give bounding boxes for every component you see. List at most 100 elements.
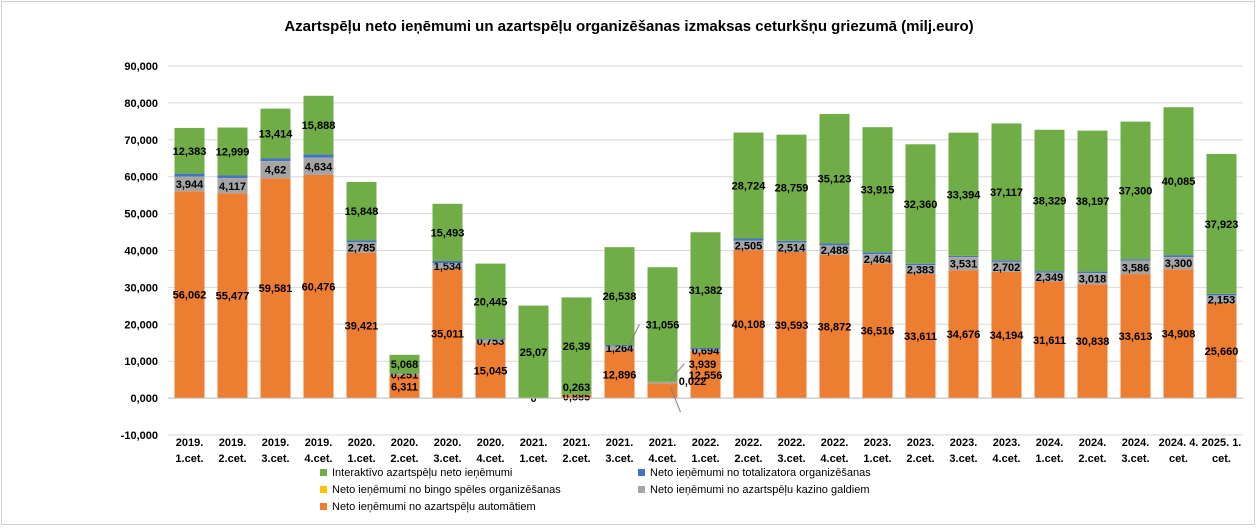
- x-tick-label: 2023.: [950, 437, 978, 449]
- bar-segment: [905, 144, 936, 264]
- legend-item-slot-machines: Neto ieņēmumi no azartspēļu automātiem: [320, 501, 536, 513]
- x-tick-label: 3.cet.: [949, 453, 977, 465]
- x-tick-label: 2.cet.: [906, 453, 934, 465]
- bar-segment: [905, 274, 936, 399]
- bar-segment: [475, 339, 506, 343]
- bar-segment: [1034, 271, 1065, 273]
- data-label: 5,068: [391, 359, 419, 371]
- data-label: 34,194: [990, 330, 1025, 342]
- bar-segment: [819, 254, 850, 399]
- bar-segment: [1034, 272, 1065, 282]
- data-label: 38,872: [818, 321, 852, 333]
- leader-line: [627, 324, 640, 349]
- legend-swatch: [320, 485, 327, 493]
- x-tick-label: 2.cet.: [562, 453, 590, 465]
- bar-segment: [1206, 303, 1237, 399]
- data-label: 60,476: [302, 282, 336, 294]
- bar-segment: [174, 176, 205, 192]
- legend-item-totalizator: Neto ieņēmumi no totalizatora organizēša…: [638, 467, 871, 479]
- bar-segment: [174, 127, 205, 174]
- x-tick-label: 2021.: [563, 437, 591, 449]
- bar-segment: [518, 305, 549, 399]
- bar-segment: [690, 349, 721, 352]
- data-label: 31,382: [689, 285, 723, 297]
- bar-segment: [948, 255, 979, 258]
- x-tick-label: 4.cet.: [476, 453, 504, 465]
- bar-segment: [1120, 274, 1151, 399]
- data-label: 25,07: [520, 347, 548, 359]
- data-label: 56,062: [173, 290, 207, 302]
- bar-segment: [733, 238, 764, 241]
- data-label: 39,593: [775, 320, 809, 332]
- bar-segment: [346, 242, 377, 253]
- bar-segment: [303, 174, 334, 399]
- y-tick-label: 60,000: [124, 172, 158, 184]
- bar-segment: [217, 175, 248, 179]
- data-label: 39,421: [345, 320, 379, 332]
- data-label: 40,108: [732, 319, 766, 331]
- data-label: 0,263: [563, 382, 591, 394]
- bar-segment: [862, 127, 893, 253]
- y-tick-label: 10,000: [124, 356, 158, 368]
- data-label: 37,923: [1205, 219, 1239, 231]
- x-tick-label: 1.cet.: [519, 453, 547, 465]
- data-label: 30,838: [1076, 336, 1110, 348]
- data-label: 28,724: [732, 181, 767, 193]
- legend: Interaktīvo azartspēļu neto ieņēmumi Net…: [320, 467, 940, 517]
- bar-segment: [561, 394, 592, 399]
- x-tick-label: 2.cet.: [218, 453, 246, 465]
- x-tick-label: 3.cet.: [1121, 453, 1149, 465]
- x-tick-label: 2019.: [262, 437, 290, 449]
- bar-segment: [260, 161, 291, 179]
- data-label: 38,197: [1076, 196, 1110, 208]
- bar-segment: [475, 342, 506, 399]
- data-label: 0: [530, 393, 536, 405]
- x-tick-label: 4.cet.: [992, 453, 1020, 465]
- bar-segment: [260, 108, 291, 159]
- data-label: 28,759: [775, 183, 809, 195]
- data-label: 1,264: [606, 343, 634, 355]
- bar-segment: [432, 268, 463, 399]
- bar-segment: [1206, 293, 1237, 296]
- bar-segment: [905, 265, 936, 275]
- bar-segment: [991, 123, 1022, 261]
- x-tick-label: 2.cet.: [1078, 453, 1106, 465]
- data-label: 26,538: [603, 291, 637, 303]
- data-label: 26,39: [563, 341, 591, 353]
- data-label: 38,329: [1033, 195, 1067, 207]
- x-tick-label: 2.cet.: [390, 453, 418, 465]
- bar-segment: [733, 250, 764, 399]
- bar-segment: [776, 242, 807, 253]
- bar-segment: [604, 350, 635, 399]
- bar-segment: [991, 260, 1022, 262]
- data-label: 37,117: [990, 187, 1023, 199]
- data-label: 15,888: [302, 120, 336, 132]
- leader-line: [670, 386, 681, 413]
- bar-segment: [1163, 107, 1194, 256]
- bar-segment: [1034, 281, 1065, 399]
- bar-segment: [776, 240, 807, 243]
- data-label: 37,300: [1119, 185, 1153, 197]
- legend-swatch: [638, 468, 645, 476]
- leader-line: [670, 363, 685, 380]
- bar-segment: [991, 271, 1022, 399]
- x-tick-label: 3.cet.: [605, 453, 633, 465]
- x-tick-label: 1.cet.: [691, 453, 719, 465]
- x-tick-label: 2022.: [692, 437, 720, 449]
- data-label: 15,493: [431, 227, 465, 239]
- x-tick-label: 2024.: [1079, 437, 1107, 449]
- y-tick-label: 50,000: [124, 209, 158, 221]
- bar-segment: [733, 240, 764, 251]
- bar-segment: [303, 157, 334, 175]
- bar-segment: [432, 260, 463, 264]
- data-label: 35,123: [818, 174, 852, 186]
- x-tick-label: 2022.: [735, 437, 763, 449]
- data-label: 3,939: [689, 359, 717, 371]
- bar-segment: [346, 181, 377, 241]
- bar-segment: [862, 254, 893, 264]
- y-tick-label: 80,000: [124, 98, 158, 110]
- x-tick-label: 3.cet.: [261, 453, 289, 465]
- data-label: 33,611: [904, 331, 937, 343]
- data-label: 2,349: [1036, 272, 1064, 284]
